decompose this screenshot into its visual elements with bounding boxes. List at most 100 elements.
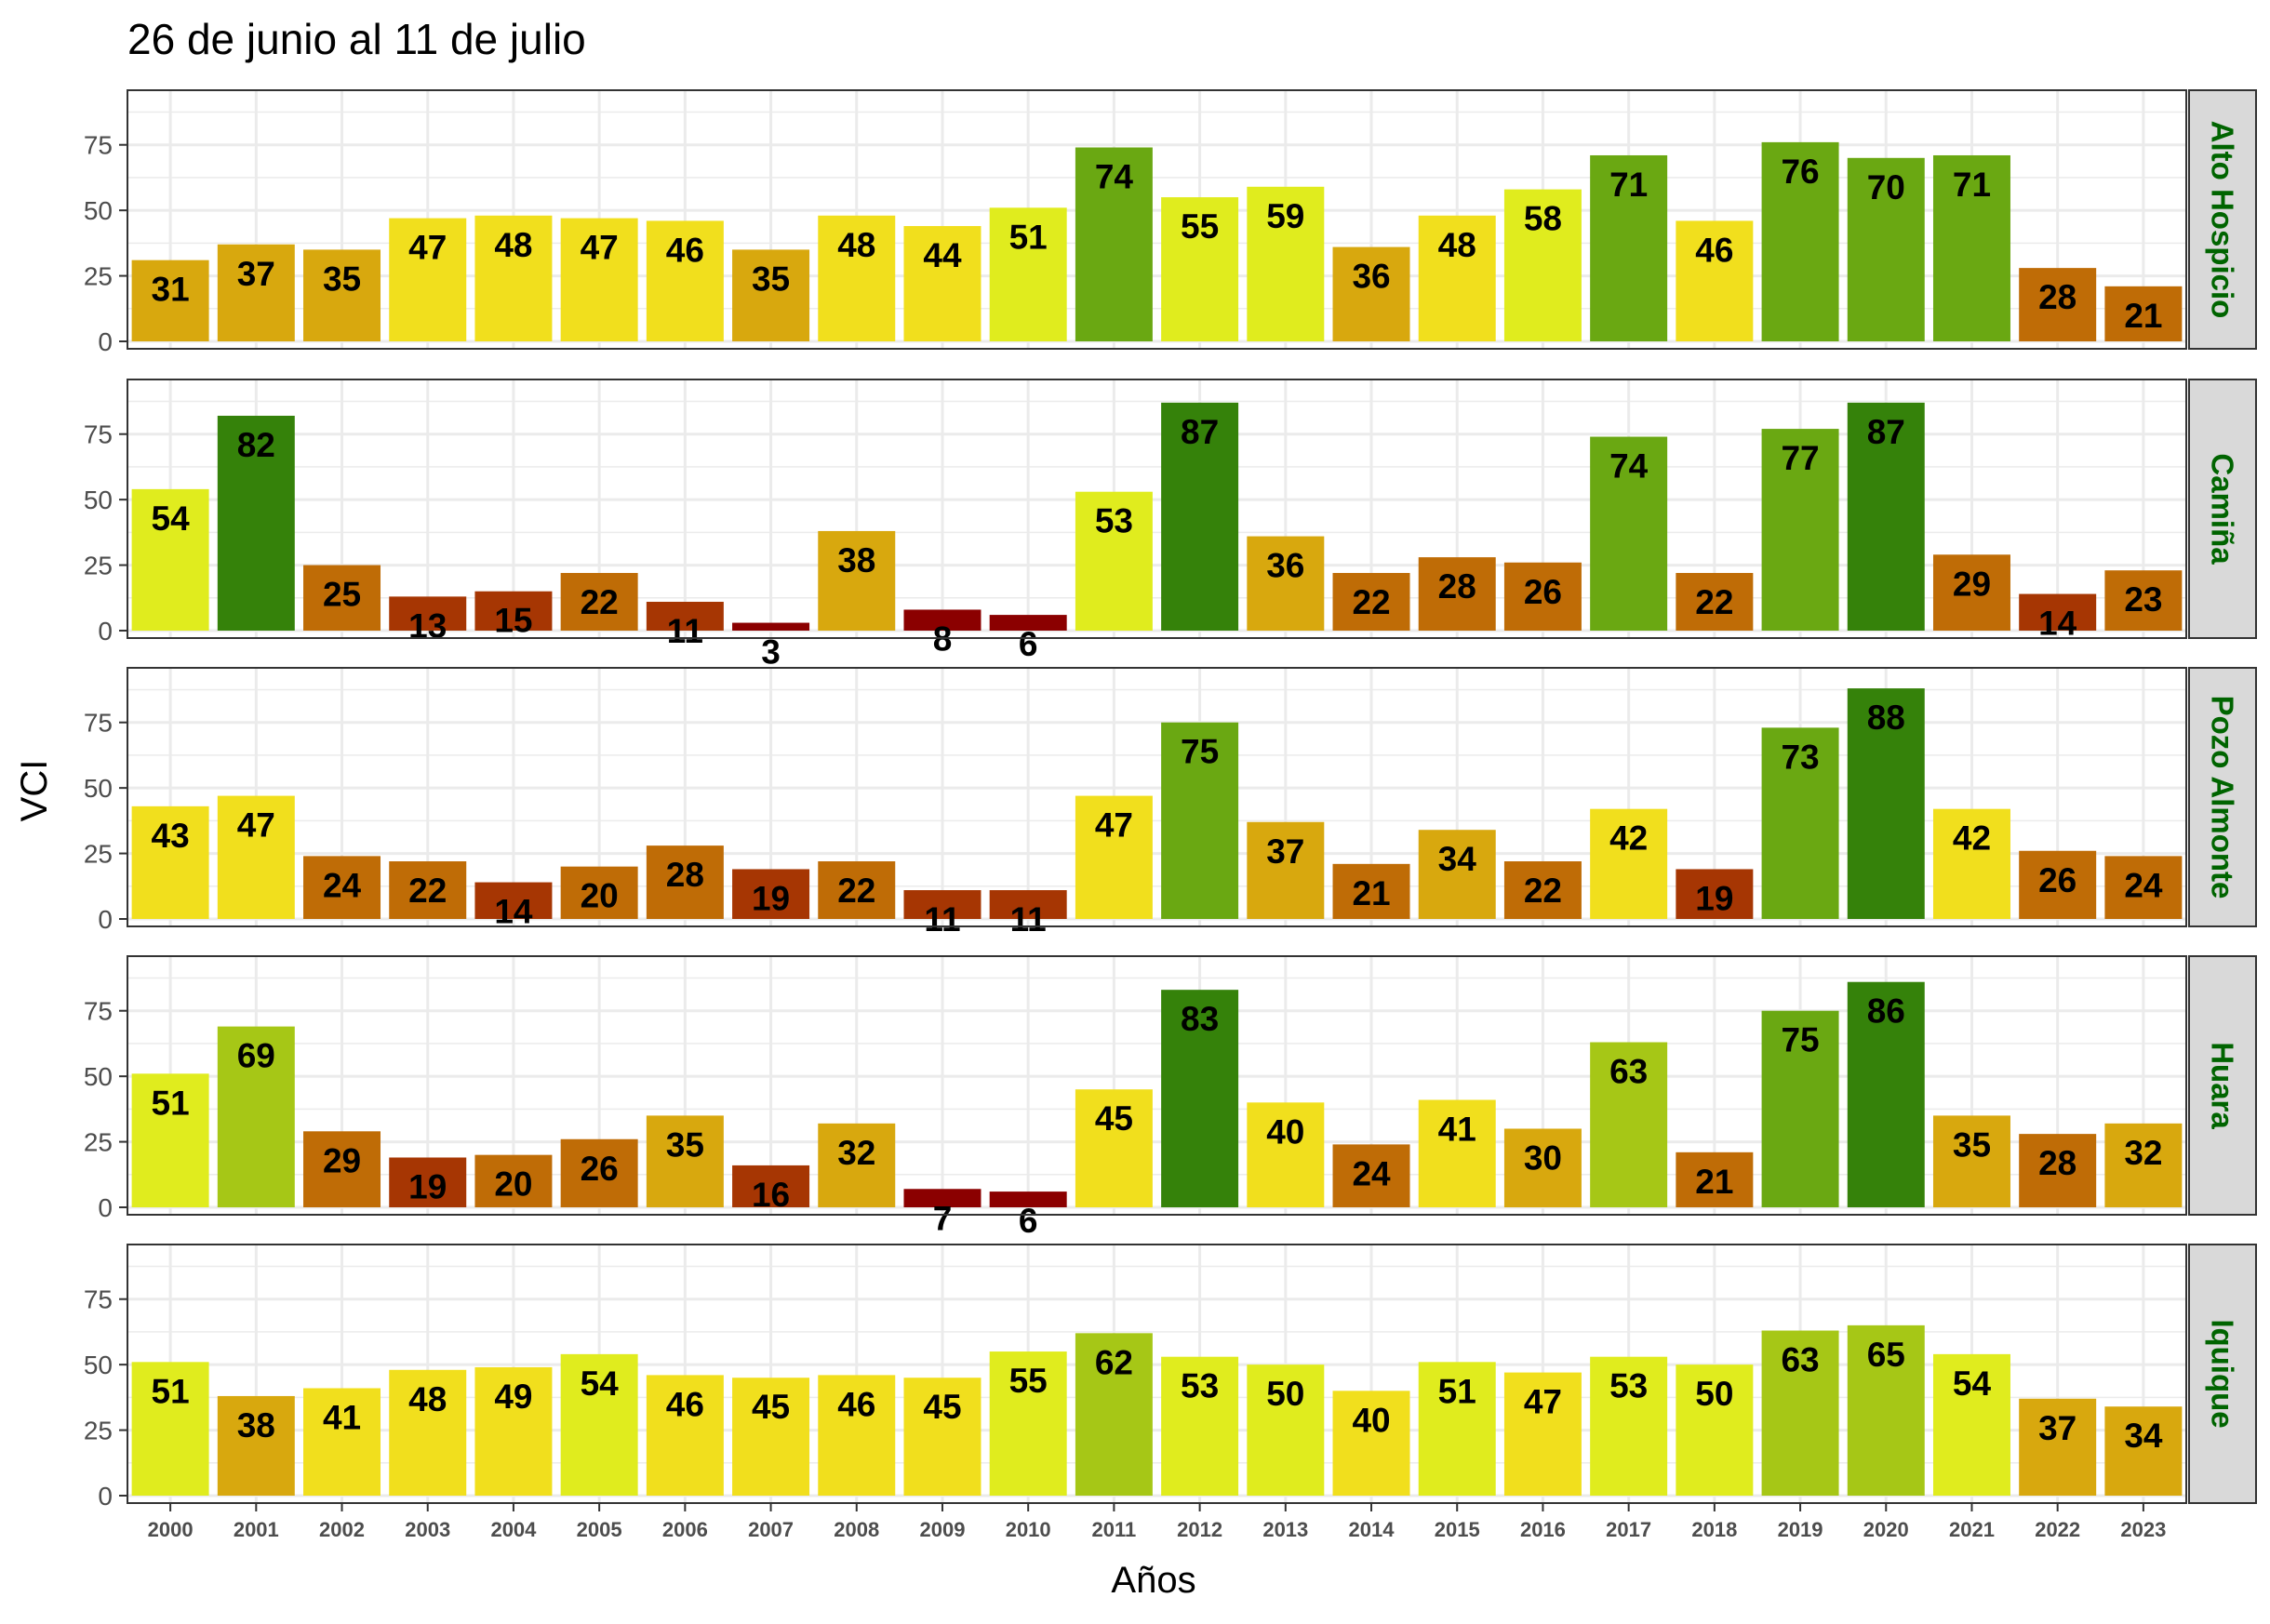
- bar-iquique-2006: [646, 1375, 724, 1496]
- bar-iquique-2022: [2019, 1398, 2097, 1496]
- y-tick-label: 25: [84, 1417, 113, 1445]
- facet-strip: [2188, 1244, 2257, 1504]
- bar-label: 7: [933, 1199, 953, 1237]
- bar-pozo-almonte-2007: [732, 869, 810, 919]
- bar-label: 46: [666, 1385, 704, 1423]
- facet-strip: [2188, 955, 2257, 1216]
- bar-label: 51: [152, 1372, 190, 1410]
- bar-alto-hospicio-2014: [1332, 246, 1410, 341]
- panel-background: [127, 668, 2186, 926]
- bar-iquique-2008: [818, 1375, 896, 1496]
- bar-label: 58: [1524, 200, 1562, 238]
- bar-pozo-almonte-2017: [1590, 808, 1668, 919]
- bar-pozo-almonte-2010: [989, 890, 1067, 919]
- y-tick-label: 75: [84, 131, 113, 160]
- bar-label: 59: [1266, 197, 1304, 235]
- bar-pozo-almonte-2012: [1161, 722, 1239, 919]
- bar-camina-2020: [1847, 402, 1925, 631]
- bar-alto-hospicio-2015: [1418, 215, 1496, 341]
- y-tick-label: 0: [98, 1482, 113, 1511]
- bar-label: 35: [323, 260, 361, 298]
- bar-iquique-2002: [303, 1388, 381, 1496]
- bar-label: 36: [1352, 258, 1390, 296]
- x-tick-label: 2006: [662, 1518, 708, 1541]
- panel-background: [127, 956, 2186, 1215]
- x-tick-label: 2021: [1949, 1518, 1995, 1541]
- bar-label: 45: [1095, 1099, 1133, 1138]
- y-axis-title: VCI: [14, 760, 55, 822]
- bar-label: 46: [837, 1385, 875, 1423]
- bar-pozo-almonte-2004: [474, 882, 553, 919]
- bar-camina-2015: [1418, 557, 1496, 631]
- bar-huara-2022: [2019, 1134, 2097, 1207]
- bar-label: 41: [1438, 1110, 1476, 1148]
- bar-label: 55: [1009, 1362, 1048, 1400]
- panel-border: [127, 667, 2187, 927]
- x-tick-label: 2019: [1778, 1518, 1823, 1541]
- bar-label: 28: [1438, 567, 1476, 606]
- bar-label: 35: [666, 1125, 704, 1164]
- bar-pozo-almonte-2022: [2019, 850, 2097, 919]
- y-tick-label: 0: [98, 617, 113, 646]
- bar-label: 22: [1524, 872, 1562, 910]
- y-tick-label: 75: [84, 997, 113, 1026]
- bar-label: 32: [837, 1134, 875, 1172]
- bar-label: 50: [1266, 1375, 1304, 1413]
- bar-label: 83: [1181, 1000, 1219, 1038]
- facet-panel-alto-hospicio: 31 37 35 47 48 47 46 35 48 44 51 74 55 59 36 48 58 71 46 76…: [84, 89, 2257, 356]
- panel-border: [127, 955, 2187, 1216]
- bar-label: 6: [1019, 625, 1038, 663]
- bar-label: 53: [1181, 1367, 1219, 1405]
- bar-label: 48: [494, 226, 532, 264]
- bar-label: 28: [2038, 278, 2076, 316]
- bar-huara-2021: [1932, 1115, 2010, 1207]
- bar-label: 51: [1438, 1372, 1476, 1410]
- y-tick-label: 50: [84, 1062, 113, 1091]
- bar-label: 20: [581, 877, 619, 915]
- bar-pozo-almonte-2011: [1075, 795, 1153, 919]
- bar-iquique-2023: [2104, 1406, 2183, 1496]
- x-tick-label: 2012: [1177, 1518, 1222, 1541]
- bar-camina-2012: [1161, 402, 1239, 631]
- panel-border: [127, 379, 2187, 639]
- bar-label: 35: [1953, 1125, 1991, 1164]
- x-tick-label: 2022: [2035, 1518, 2080, 1541]
- bar-iquique-2017: [1590, 1356, 1668, 1496]
- bar-iquique-2016: [1503, 1372, 1582, 1496]
- bar-label: 40: [1352, 1401, 1390, 1439]
- bar-label: 11: [667, 612, 703, 650]
- facet-strip-label: Huara: [2206, 1042, 2240, 1129]
- bar-label: 43: [152, 817, 190, 855]
- bar-label: 11: [924, 900, 960, 938]
- y-tick-label: 50: [84, 774, 113, 803]
- bar-label: 21: [2124, 297, 2162, 335]
- bar-pozo-almonte-2005: [560, 866, 638, 919]
- bar-alto-hospicio-2021: [1932, 154, 2010, 341]
- bar-label: 62: [1095, 1343, 1133, 1381]
- bar-camina-2021: [1932, 554, 2010, 631]
- bar-huara-2013: [1247, 1102, 1325, 1207]
- bar-pozo-almonte-2016: [1503, 861, 1582, 919]
- bar-pozo-almonte-2018: [1676, 869, 1754, 919]
- bar-alto-hospicio-2008: [818, 215, 896, 341]
- facet-strip: [2188, 89, 2257, 350]
- y-tick-label: 0: [98, 1193, 113, 1222]
- y-tick-label: 75: [84, 709, 113, 738]
- bar-label: 54: [581, 1364, 620, 1403]
- bar-alto-hospicio-2002: [303, 249, 381, 341]
- bar-camina-2023: [2104, 570, 2183, 631]
- bar-pozo-almonte-2014: [1332, 863, 1410, 919]
- bar-label: 28: [2038, 1144, 2076, 1182]
- bar-camina-2014: [1332, 573, 1410, 631]
- x-tick-label: 2013: [1262, 1518, 1308, 1541]
- panel-background: [127, 379, 2186, 638]
- bar-iquique-2001: [217, 1395, 295, 1496]
- bar-pozo-almonte-2023: [2104, 856, 2183, 919]
- y-tick-label: 75: [84, 1285, 113, 1314]
- bar-label: 25: [323, 576, 361, 614]
- bar-label: 19: [408, 1167, 447, 1205]
- panel-background: [127, 1245, 2186, 1503]
- bar-label: 51: [152, 1084, 190, 1122]
- bar-iquique-2018: [1676, 1364, 1754, 1496]
- bar-iquique-2004: [474, 1366, 553, 1496]
